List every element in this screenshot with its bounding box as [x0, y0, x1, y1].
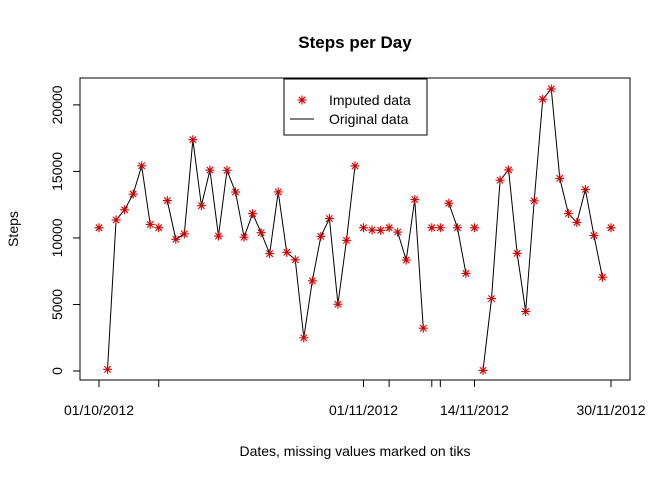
data-point [154, 223, 164, 233]
data-point [256, 228, 266, 238]
series-line-segment [482, 87, 603, 371]
y-tick-label: 15000 [49, 152, 65, 191]
data-point [94, 223, 104, 233]
data-point [563, 209, 573, 219]
y-tick-label: 0 [49, 367, 65, 375]
legend-asterisk-marker [297, 95, 307, 105]
imputed-data-points [94, 84, 616, 375]
data-point [145, 219, 155, 229]
data-point [410, 195, 420, 205]
data-point [444, 198, 454, 208]
data-point [188, 135, 198, 145]
data-point [179, 229, 189, 239]
data-point [103, 364, 113, 374]
data-point [350, 161, 360, 171]
x-axis-label: Dates, missing values marked on tiks [239, 443, 470, 459]
data-point [597, 272, 607, 282]
data-point [265, 249, 275, 259]
data-point [495, 175, 505, 185]
data-point [572, 217, 582, 227]
legend-box [283, 78, 428, 136]
data-point [299, 333, 309, 343]
data-point [273, 187, 283, 197]
data-point [555, 173, 565, 183]
data-point [111, 215, 121, 225]
data-point [341, 235, 351, 245]
data-point [580, 184, 590, 194]
data-point [478, 365, 488, 375]
data-point [401, 255, 411, 265]
data-point [282, 247, 292, 257]
data-point [393, 227, 403, 237]
data-point [162, 196, 172, 206]
data-point [367, 225, 377, 235]
data-point [521, 306, 531, 316]
legend-asterisk [297, 95, 307, 105]
data-point [171, 234, 181, 244]
legend: Imputed data Original data [283, 78, 428, 136]
data-point [504, 165, 514, 175]
data-point [316, 231, 326, 241]
y-tick-label: 10000 [49, 218, 65, 257]
series-line-segment [448, 203, 467, 274]
x-tick-label: 14/11/2012 [440, 402, 509, 418]
data-point [487, 294, 497, 304]
data-point [239, 232, 249, 242]
x-axis: 01/10/2012 01/11/2012 14/11/2012 30/11/2012 [64, 379, 646, 418]
data-point [213, 231, 223, 241]
data-point [324, 214, 334, 224]
data-point [231, 187, 241, 197]
data-point [290, 255, 300, 265]
data-point [205, 165, 215, 175]
y-tick-label: 20000 [49, 85, 65, 124]
data-point [461, 268, 471, 278]
data-point [435, 223, 445, 233]
y-tick-label: 5000 [49, 289, 65, 320]
x-tick-label: 01/10/2012 [64, 402, 134, 418]
y-axis: 0 5000 10000 15000 20000 [49, 85, 81, 375]
legend-label-imputed: Imputed data [329, 92, 411, 108]
data-point [546, 84, 556, 94]
data-point [248, 209, 258, 219]
chart-title: Steps per Day [298, 33, 412, 52]
data-point [384, 223, 394, 233]
series-line-segment [107, 165, 151, 370]
legend-label-original: Original data [329, 111, 409, 127]
data-point [529, 196, 539, 206]
series-line-segment [397, 199, 424, 329]
data-point [512, 248, 522, 258]
data-point [538, 94, 548, 104]
data-point [222, 165, 232, 175]
data-point [359, 223, 369, 233]
data-point [589, 231, 599, 241]
y-axis-label: Steps [5, 211, 21, 247]
data-point [137, 161, 147, 171]
x-tick-label: 01/11/2012 [329, 402, 398, 418]
data-point [427, 223, 437, 233]
data-point [606, 223, 616, 233]
data-point [418, 323, 428, 333]
x-tick-label: 30/11/2012 [576, 402, 645, 418]
data-point [120, 205, 130, 215]
data-point [452, 223, 462, 233]
data-point [376, 225, 386, 235]
data-point [469, 223, 479, 233]
data-point [307, 276, 317, 286]
data-point [128, 189, 138, 199]
data-point [196, 201, 206, 211]
data-point [333, 299, 343, 309]
series-line-segment [166, 139, 356, 338]
